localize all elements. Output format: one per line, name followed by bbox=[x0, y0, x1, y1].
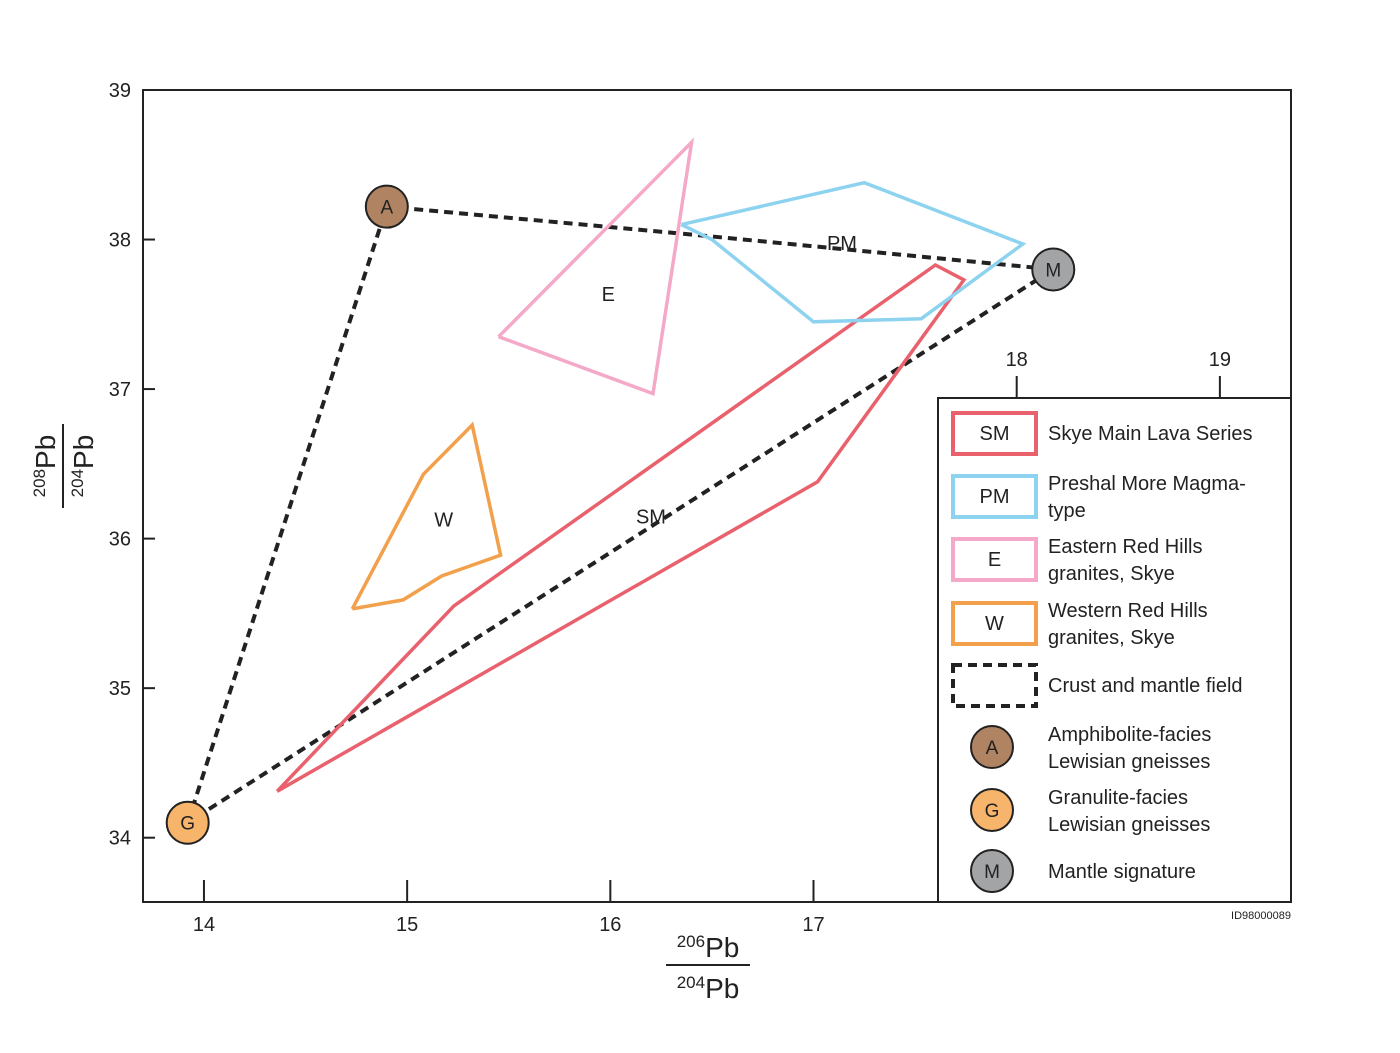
field-label-pm: PM bbox=[827, 233, 857, 255]
legend-swatch-label: W bbox=[985, 613, 1004, 635]
legend-item: A Amphibolite-facies Lewisian gneisses bbox=[970, 724, 1211, 773]
field-label-sm: SM bbox=[636, 507, 666, 529]
y-tick-label: 34 bbox=[109, 828, 131, 850]
legend-swatch-label: SM bbox=[980, 423, 1010, 445]
end-member-g bbox=[165, 800, 210, 845]
x-tick-label: 15 bbox=[396, 914, 418, 936]
legend-label: Crust and mantle field bbox=[1048, 675, 1243, 697]
legend-circle bbox=[970, 725, 1014, 769]
y-tick-label: 35 bbox=[109, 678, 131, 700]
legend-swatch-label: PM bbox=[980, 486, 1010, 508]
end-member-label-a: A bbox=[380, 198, 393, 219]
y-axis-denominator: 204Pb bbox=[68, 435, 99, 498]
legend-label: Skye Main Lava Series bbox=[1048, 423, 1253, 445]
legend-circle-label: M bbox=[984, 862, 1000, 883]
end-member-a bbox=[364, 184, 409, 229]
x-axis-denominator: 204Pb bbox=[677, 973, 740, 1004]
legend-swatch bbox=[951, 601, 1038, 646]
legend-item: Crust and mantle field bbox=[951, 663, 1243, 708]
x-tick-label: 17 bbox=[802, 914, 824, 936]
field-label-w: W bbox=[434, 510, 453, 532]
legend-label: Granulite-facies bbox=[1048, 787, 1188, 809]
x-tick-label: 14 bbox=[193, 914, 215, 936]
legend-swatch bbox=[951, 537, 1038, 582]
legend-item: E Eastern Red Hills granites, Skye bbox=[951, 536, 1203, 585]
field-label-e: E bbox=[602, 284, 615, 306]
y-tick-label: 39 bbox=[109, 80, 131, 102]
legend-swatch bbox=[951, 411, 1038, 456]
legend-swatch-dashed bbox=[951, 663, 1038, 708]
legend-label: granites, Skye bbox=[1048, 627, 1175, 649]
legend-circle-label: A bbox=[986, 738, 999, 759]
legend-item: G Granulite-facies Lewisian gneisses bbox=[970, 787, 1210, 836]
legend-label: granites, Skye bbox=[1048, 563, 1175, 585]
y-axis-numerator: 208Pb bbox=[30, 435, 61, 498]
x-axis-numerator: 206Pb bbox=[677, 932, 740, 963]
legend-label: type bbox=[1048, 500, 1086, 522]
legend-label: Western Red Hills bbox=[1048, 600, 1208, 622]
legend-circle-label: G bbox=[985, 801, 1000, 822]
field-w bbox=[350, 421, 503, 611]
legend-item: SM Skye Main Lava Series bbox=[951, 411, 1253, 456]
x-tick-label: 16 bbox=[599, 914, 621, 936]
legend: 18 19 SM Skye Main Lava Series PM Preshal Mor… bbox=[937, 349, 1292, 903]
legend-label: Lewisian gneisses bbox=[1048, 814, 1210, 836]
legend-circle bbox=[970, 788, 1014, 832]
crust-mantle-field bbox=[185, 204, 1060, 825]
field-sm bbox=[275, 262, 967, 793]
y-tick-label: 37 bbox=[109, 379, 131, 401]
x-tick-top-label: 18 bbox=[1006, 349, 1028, 371]
field-e bbox=[497, 137, 695, 396]
x-tick-top-label: 19 bbox=[1209, 349, 1231, 371]
field-pm bbox=[680, 180, 1027, 324]
legend-label: Mantle signature bbox=[1048, 861, 1196, 883]
legend-label: Lewisian gneisses bbox=[1048, 751, 1210, 773]
end-member-label-g: G bbox=[180, 814, 195, 835]
legend-swatch-label: E bbox=[988, 549, 1001, 571]
figure-id: ID98000089 bbox=[1231, 910, 1291, 922]
legend-circle bbox=[970, 849, 1014, 893]
x-axis-title: 206Pb 204Pb bbox=[666, 932, 750, 1004]
y-tick-label: 38 bbox=[109, 230, 131, 252]
legend-label: Preshal More Magma- bbox=[1048, 473, 1246, 495]
end-member-label-m: M bbox=[1045, 260, 1061, 281]
legend-label: Amphibolite-facies bbox=[1048, 724, 1211, 746]
legend-item: PM Preshal More Magma-type bbox=[951, 473, 1246, 522]
legend-swatch bbox=[951, 474, 1038, 519]
legend-item: M Mantle signature bbox=[970, 849, 1196, 893]
end-member-m bbox=[1031, 247, 1076, 292]
y-tick-label: 36 bbox=[109, 529, 131, 551]
legend-item: W Western Red Hills granites, Skye bbox=[951, 600, 1208, 649]
legend-label: Eastern Red Hills bbox=[1048, 536, 1203, 558]
